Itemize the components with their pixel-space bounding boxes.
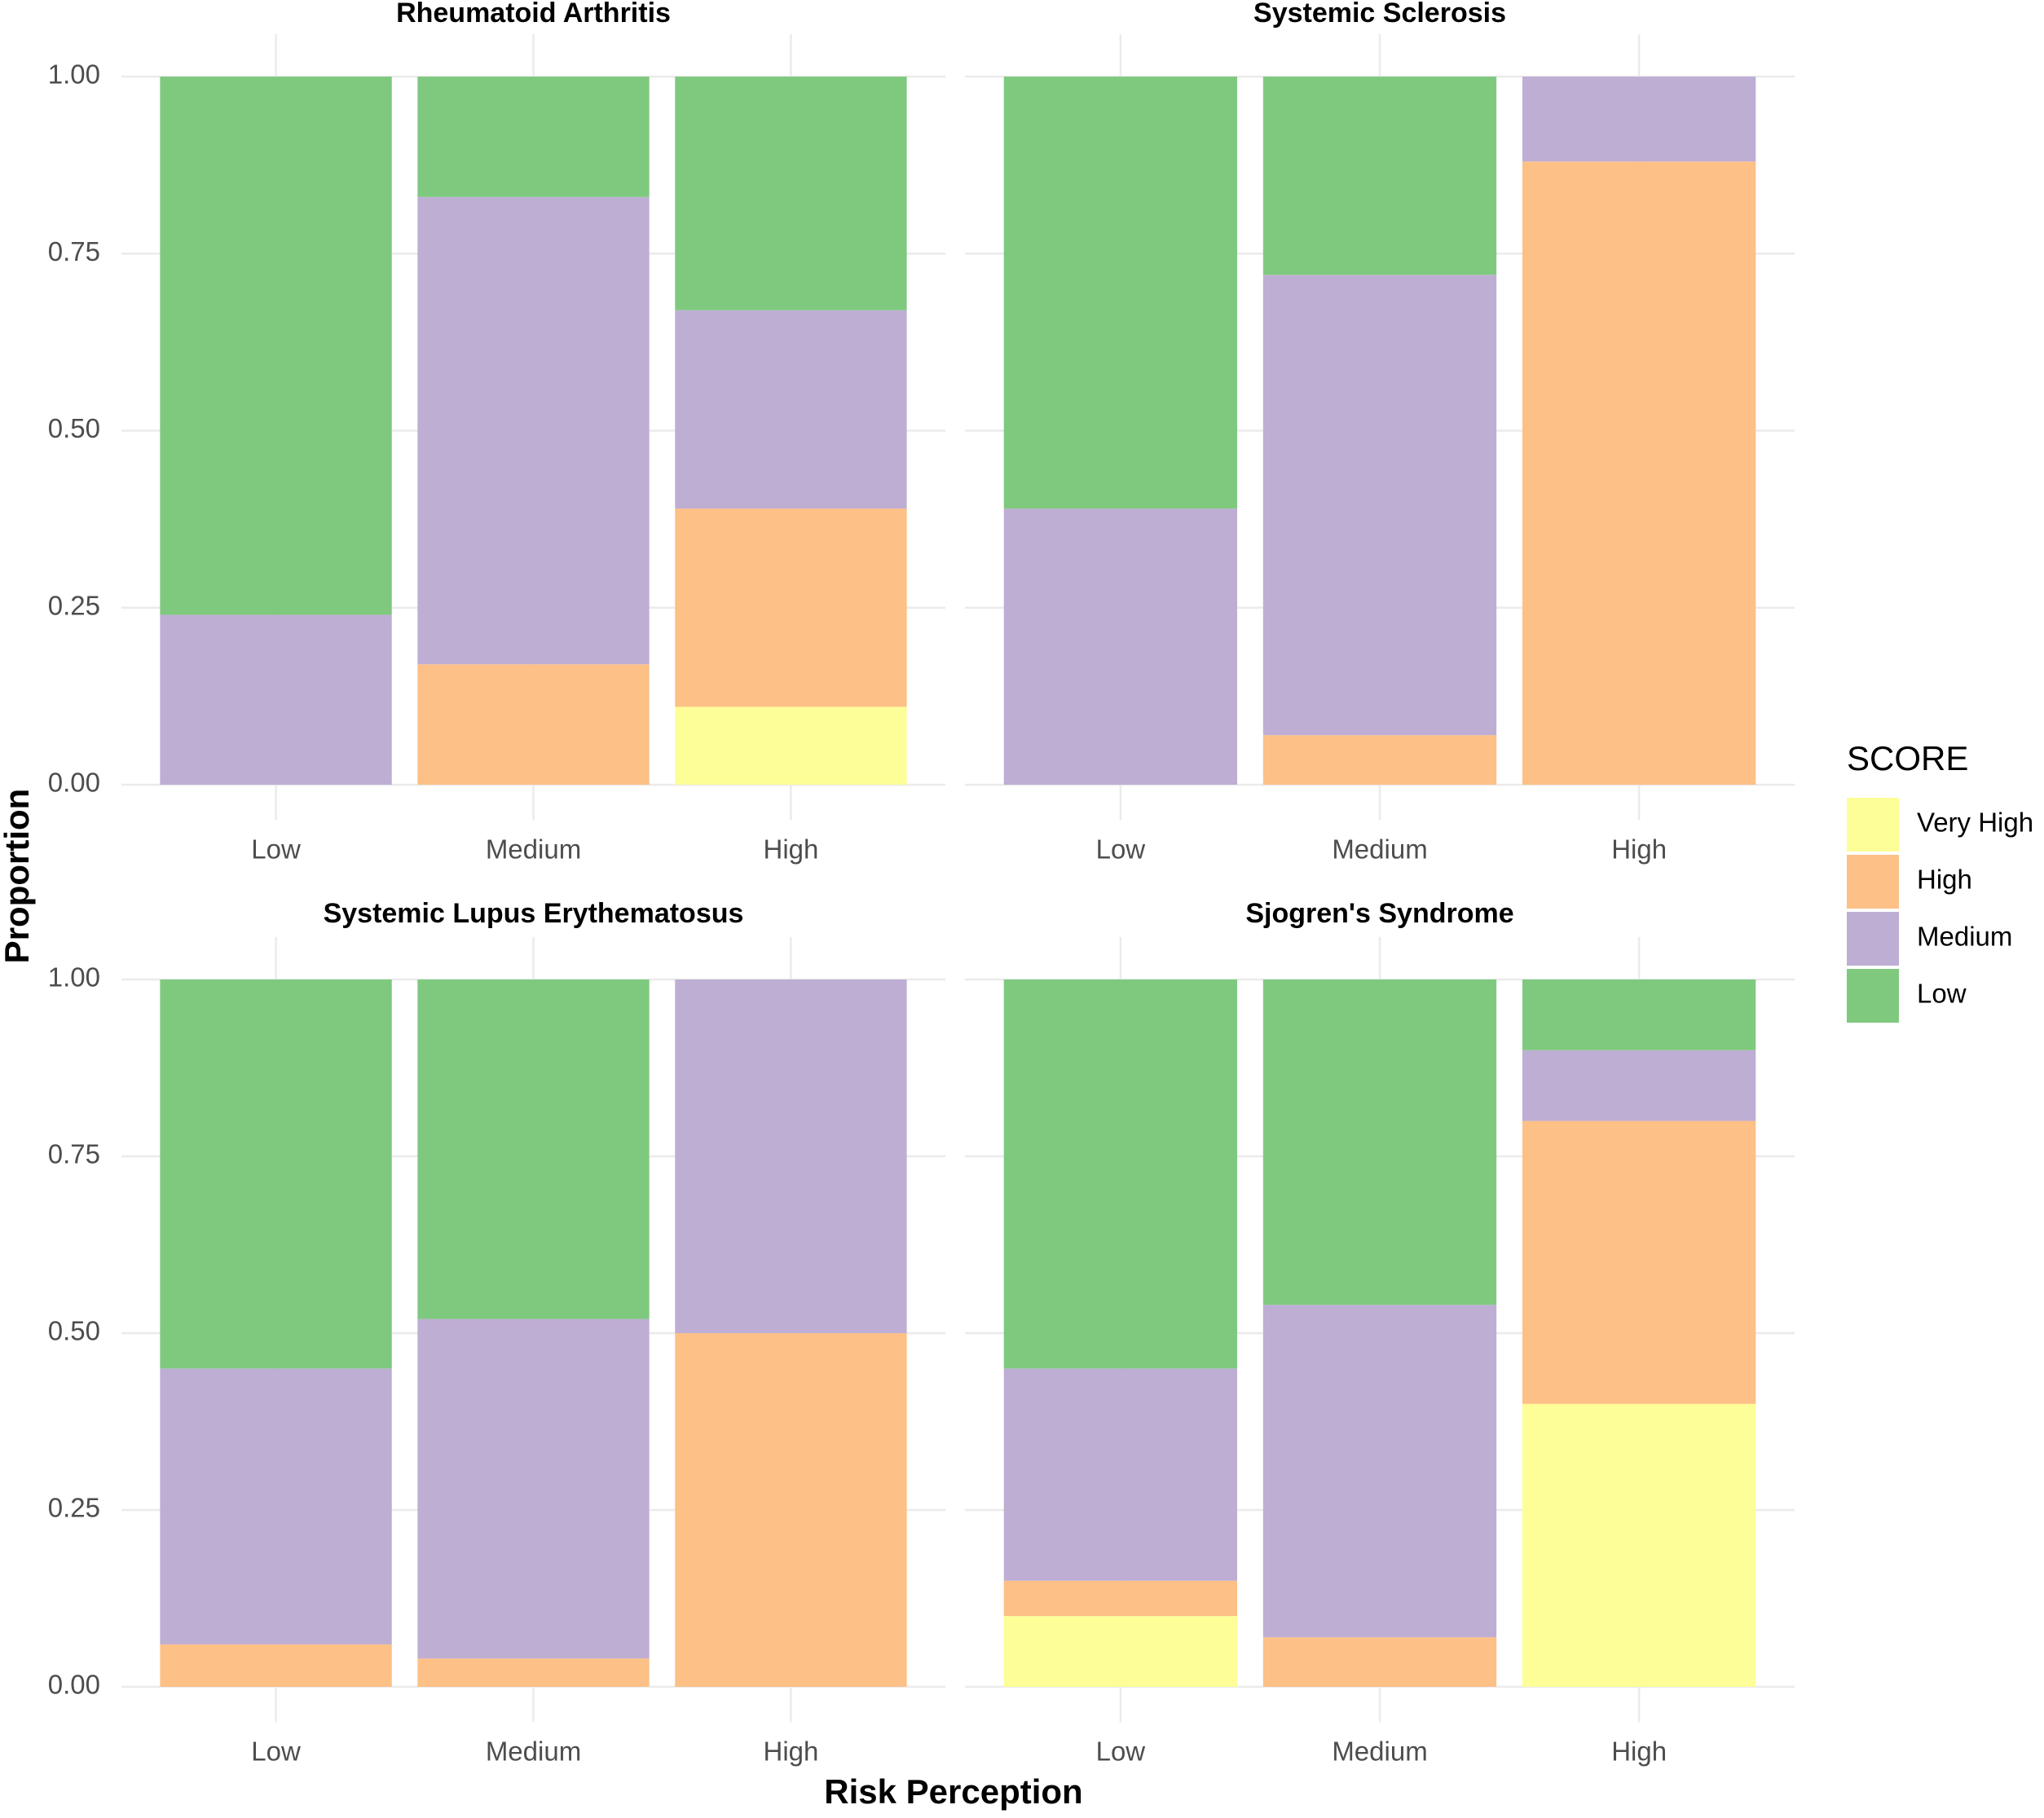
legend-title: SCORE (1847, 739, 1968, 777)
panel-title: Rheumatoid Arthritis (396, 0, 671, 29)
panel-title: Systemic Sclerosis (1253, 0, 1506, 29)
y-axis-title: Proportion (0, 789, 36, 964)
bar-segment (1522, 1403, 1756, 1687)
bar-segment (160, 979, 392, 1369)
bar-segment (1262, 275, 1497, 736)
y-tick-label: 0.75 (48, 236, 100, 266)
bar-segment (1522, 979, 1756, 1050)
bar-segment (1003, 1368, 1238, 1581)
legend-key (1847, 798, 1899, 852)
y-tick-label: 1.00 (48, 59, 100, 90)
bar-segment (1262, 735, 1497, 785)
bar-segment (160, 77, 392, 615)
x-tick-label: Medium (1332, 834, 1427, 865)
y-tick-label: 0.25 (48, 1493, 100, 1523)
legend-label: Medium (1917, 922, 2012, 952)
x-tick-label: High (1611, 1737, 1667, 1767)
bar-segment (1003, 1580, 1238, 1617)
bar-segment (1522, 161, 1756, 785)
bar-segment (1003, 1616, 1238, 1687)
legend-label: Very High (1917, 808, 2033, 838)
bar-segment (417, 979, 650, 1319)
bar-segment (1262, 1305, 1497, 1638)
legend-label: High (1917, 865, 1972, 895)
bar-segment (1003, 508, 1238, 785)
y-tick-label: 0.00 (48, 1670, 100, 1700)
bar-segment (1003, 77, 1238, 509)
x-tick-label: High (1611, 834, 1667, 865)
bar-segment (1262, 979, 1497, 1305)
bar-segment (675, 77, 907, 310)
x-axis-title: Risk Perception (824, 1772, 1082, 1811)
x-tick-label: Low (1096, 834, 1146, 865)
bar-segment (417, 1658, 650, 1687)
y-tick-label: 0.50 (48, 413, 100, 443)
bar-segment (675, 1333, 907, 1687)
x-tick-label: High (764, 834, 819, 865)
bar-segment (160, 1368, 392, 1644)
x-tick-label: Medium (486, 1737, 581, 1767)
legend-key (1847, 912, 1899, 966)
x-tick-label: Medium (486, 834, 581, 865)
bar-segment (160, 614, 392, 785)
y-tick-label: 0.75 (48, 1139, 100, 1169)
panel-title: Systemic Lupus Erythematosus (324, 898, 744, 929)
bar-segment (675, 508, 907, 707)
bar-segment (417, 664, 650, 785)
legend-key (1847, 969, 1899, 1023)
y-tick-label: 0.50 (48, 1316, 100, 1346)
bar-segment (160, 1644, 392, 1687)
bar-segment (1522, 1120, 1756, 1404)
y-tick-label: 0.00 (48, 768, 100, 798)
bar-segment (1262, 77, 1497, 275)
x-tick-label: High (764, 1737, 819, 1767)
bar-segment (675, 310, 907, 509)
bar-segment (417, 1318, 650, 1659)
bar-segment (675, 707, 907, 785)
panel-title: Sjogren's Syndrome (1245, 898, 1513, 929)
legend-label: Low (1917, 979, 1967, 1009)
legend-key (1847, 855, 1899, 909)
bar-segment (417, 196, 650, 665)
y-tick-label: 0.25 (48, 590, 100, 620)
bar-segment (1522, 77, 1756, 162)
x-tick-label: Low (251, 1737, 301, 1767)
bar-segment (1262, 1637, 1497, 1687)
bar-segment (675, 979, 907, 1333)
y-tick-label: 1.00 (48, 962, 100, 993)
bar-segment (1003, 979, 1238, 1369)
bar-segment (1522, 1050, 1756, 1121)
x-tick-label: Low (251, 834, 301, 865)
bar-segment (417, 77, 650, 197)
x-tick-label: Low (1096, 1737, 1146, 1767)
x-tick-label: Medium (1332, 1737, 1427, 1767)
